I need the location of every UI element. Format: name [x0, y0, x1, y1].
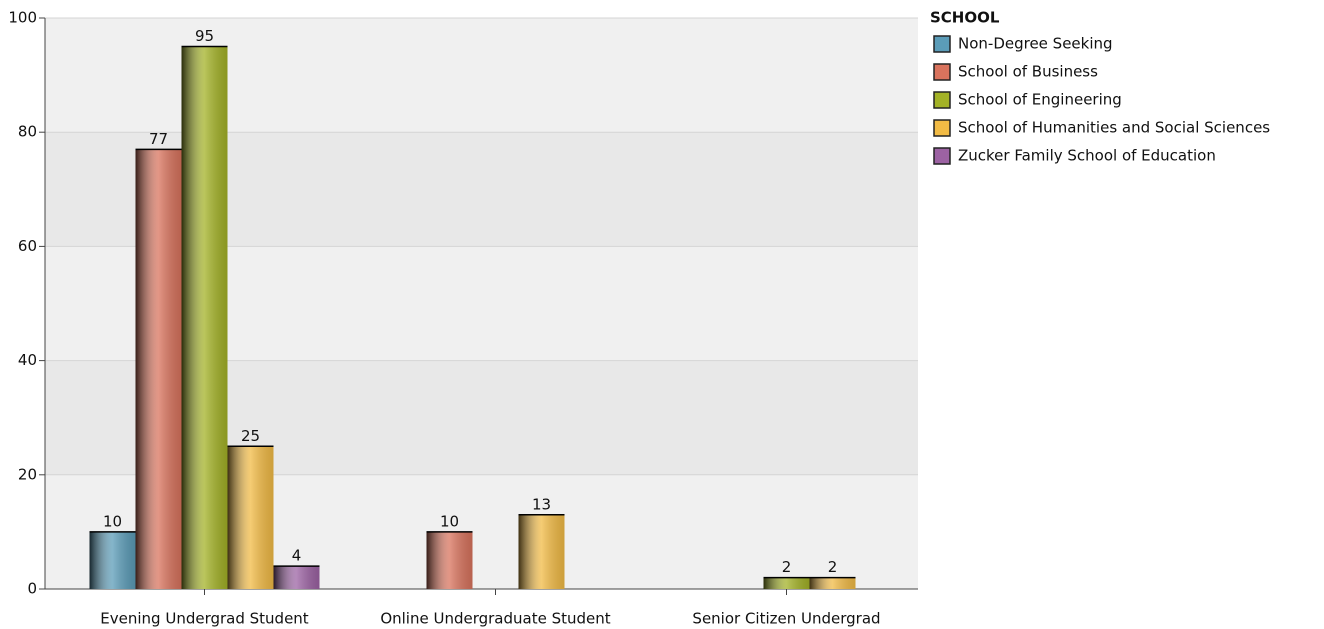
data-label: 25: [241, 427, 260, 445]
y-tick-label: 0: [27, 580, 37, 598]
legend-label: Non-Degree Seeking: [958, 35, 1113, 53]
data-label: 2: [782, 558, 792, 576]
legend-label: Zucker Family School of Education: [958, 147, 1216, 165]
data-label: 13: [532, 495, 551, 513]
bar-shade: [809, 577, 856, 589]
bar-shade: [181, 46, 228, 590]
x-tick-label: Senior Citizen Undergrad: [692, 610, 880, 628]
bar-shade: [89, 531, 136, 589]
y-tick-label: 40: [18, 351, 37, 369]
legend-title: SCHOOL: [930, 9, 1000, 27]
x-tick-label: Online Undergraduate Student: [380, 610, 610, 628]
legend-swatch: [933, 119, 951, 137]
plot-band: [45, 18, 918, 133]
bar-shade: [518, 514, 565, 589]
legend-label: School of Business: [958, 63, 1098, 81]
legend-swatch: [933, 35, 951, 53]
bar-shade: [426, 531, 473, 589]
x-tick-label: Evening Undergrad Student: [100, 610, 309, 628]
legend-swatch: [933, 91, 951, 109]
data-label: 2: [828, 558, 838, 576]
data-label: 95: [195, 27, 214, 45]
data-label: 4: [292, 547, 302, 565]
data-label: 10: [440, 512, 459, 530]
bar-shade: [135, 149, 182, 589]
legend-label: School of Humanities and Social Sciences: [958, 119, 1270, 137]
bar-shade: [763, 577, 810, 589]
bar-shade: [273, 566, 320, 589]
y-tick-label: 20: [18, 465, 37, 483]
y-tick-label: 100: [8, 9, 37, 27]
legend-swatch: [933, 63, 951, 81]
data-label: 10: [103, 512, 122, 530]
legend-swatch: [933, 147, 951, 165]
data-label: 77: [149, 130, 168, 148]
y-tick-label: 80: [18, 123, 37, 141]
bar-shade: [227, 446, 274, 589]
y-tick-label: 60: [18, 237, 37, 255]
legend-label: School of Engineering: [958, 91, 1122, 109]
